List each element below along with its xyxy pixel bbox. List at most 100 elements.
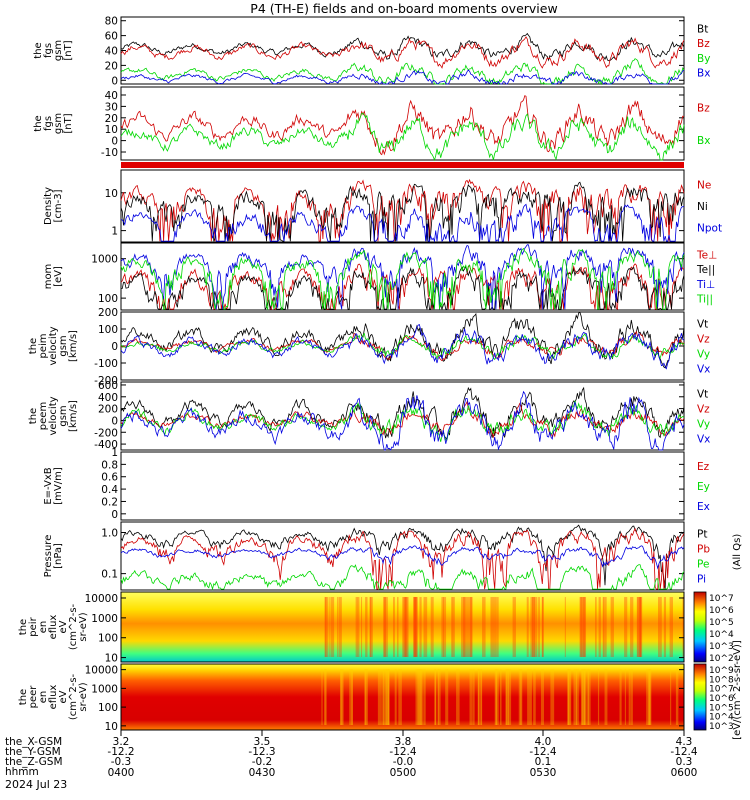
spectrogram-stripe — [669, 597, 673, 657]
panel-peir-spectrogram: 10^7 10^6 10^5 10^4 10^3 10^2 10 100 1000 10000 th… — [18, 591, 734, 665]
y-tick-label: 1000 — [91, 254, 118, 266]
spectrogram-stripe — [630, 669, 633, 725]
spectrogram-stripe — [451, 597, 454, 657]
spectrogram-stripe — [581, 597, 586, 657]
legend-entry: Ne — [697, 180, 711, 192]
panel-peim-velocity: -200 -100 0 100 200 the peim velocity gsm [km/s] V… — [28, 307, 710, 387]
y-tick-label: 600 — [98, 380, 118, 392]
spectrogram-stripe — [530, 669, 532, 725]
y-axis-label: (cm^2-s- — [68, 603, 79, 650]
series-line-Pi — [120, 545, 685, 570]
spectrogram-stripe — [398, 669, 402, 725]
time-axis-value: -0.2 — [252, 756, 273, 768]
panel-frame — [120, 381, 685, 451]
spectrogram-stripe — [434, 669, 437, 725]
spectrogram-stripe — [355, 597, 358, 657]
spectrogram-stripe — [518, 669, 522, 725]
legend-entry: Ni — [697, 201, 708, 213]
y-tick-label: -200 — [94, 427, 118, 439]
colorbar-tick-label: 10^3 — [709, 642, 734, 652]
y-axis-label: Pressure — [43, 535, 54, 578]
spectrogram-stripe — [415, 669, 420, 725]
y-axis-label: en — [38, 621, 49, 634]
series-line-Vx — [120, 324, 685, 370]
spectrogram-stripe — [582, 597, 587, 657]
legend-entry: Bx — [697, 68, 710, 80]
series-line-Bz — [120, 95, 685, 156]
panel-frame — [120, 451, 685, 521]
spectrogram-stripe — [568, 669, 570, 725]
spectrogram-stripe — [417, 669, 421, 725]
spectrogram-stripe — [637, 597, 642, 657]
legend-entry: Ti|| — [696, 294, 713, 306]
legend-entry: Te⊥ — [696, 249, 717, 261]
spectrogram-stripe — [397, 597, 399, 657]
time-axis-value: -0.0 — [393, 756, 414, 768]
time-axis-value: -12.4 — [389, 746, 416, 758]
y-axis-label: mom — [43, 264, 54, 290]
spectrogram-stripe — [394, 669, 397, 725]
spectrogram-stripe — [630, 597, 634, 657]
spectrogram-stripe — [465, 597, 470, 657]
spectrogram-stripe — [349, 669, 353, 725]
y-tick-label: 1.0 — [101, 527, 118, 539]
y-axis-label: velocity — [48, 326, 59, 365]
colorbar-tick-label: 10^4 — [709, 630, 734, 640]
spectrogram-stripe — [564, 597, 566, 657]
spectrogram-stripe — [640, 597, 642, 657]
spectrogram-stripe — [496, 669, 498, 725]
spectrogram-stripe — [402, 597, 407, 657]
panel-density: 1 10 Density [cm-3] Ne Ni Npot — [43, 169, 722, 243]
y-tick-label: 100 — [98, 293, 118, 305]
spectrogram-stripe — [583, 669, 587, 725]
legend-entry: Vx — [697, 364, 710, 376]
spectrogram-stripe — [463, 597, 465, 657]
y-tick-label: 40 — [105, 46, 118, 58]
time-axis-value: -12.4 — [670, 746, 697, 758]
spectrogram-stripe — [658, 597, 662, 657]
spectrogram-stripe — [321, 669, 323, 725]
y-tick-label: 0 — [111, 136, 118, 148]
y-tick-label: 0.2 — [101, 496, 118, 508]
spectrogram-stripe — [381, 669, 385, 725]
y-axis-label: gsm — [58, 405, 69, 426]
spectrogram-stripe — [340, 669, 343, 725]
spectrogram-stripe — [505, 669, 510, 725]
spectrogram-stripe — [580, 669, 583, 725]
y-tick-label: 0.4 — [101, 484, 118, 496]
time-tick-label: 0530 — [530, 767, 557, 779]
legend-entry: Ez — [697, 461, 710, 473]
y-axis-label: eflux — [48, 615, 59, 640]
time-axis-value: 4.3 — [676, 736, 693, 748]
spectrogram-stripe — [423, 597, 427, 657]
spectrogram-stripe — [413, 597, 416, 657]
y-tick-label: 40 — [105, 90, 118, 102]
time-tick-label: 0430 — [249, 767, 276, 779]
spectrogram-stripe — [324, 597, 327, 657]
legend-entry: Npot — [697, 222, 722, 234]
y-axis-label: Density — [43, 187, 54, 225]
y-axis-label: fgs — [43, 43, 54, 58]
spectrogram-stripe — [369, 597, 372, 657]
legend-entry: By — [697, 53, 710, 65]
y-tick-label: 200 — [98, 307, 118, 319]
series-line-Ti|| — [120, 247, 685, 311]
spectrogram-stripe — [470, 597, 472, 657]
spectrogram-stripe — [610, 597, 614, 657]
y-axis-label: gsm — [53, 113, 64, 134]
spectrogram-stripe — [443, 597, 447, 657]
spectrogram-stripe — [477, 669, 480, 725]
series-line-Ni — [120, 181, 685, 242]
spectrogram-stripe — [512, 597, 516, 657]
spectrogram-stripe — [527, 669, 531, 725]
y-axis-label: sr-eV) — [78, 612, 89, 641]
y-axis-label: [nT] — [63, 40, 74, 60]
panel-e-field: 00.20.40.60.81 E=-VxB [mV/m] Ez Ey Ex — [43, 447, 710, 521]
y-axis-label: gsm — [53, 40, 64, 61]
spectrogram-stripe — [636, 597, 639, 657]
y-tick-label: 10 — [105, 653, 118, 665]
colorbar-label: [eV/(cm^2-s-sr-eV)] — [732, 640, 743, 740]
spectrogram-stripe — [682, 597, 684, 657]
time-axis-value: 4.0 — [535, 736, 552, 748]
legend-entry: Pb — [697, 544, 710, 556]
